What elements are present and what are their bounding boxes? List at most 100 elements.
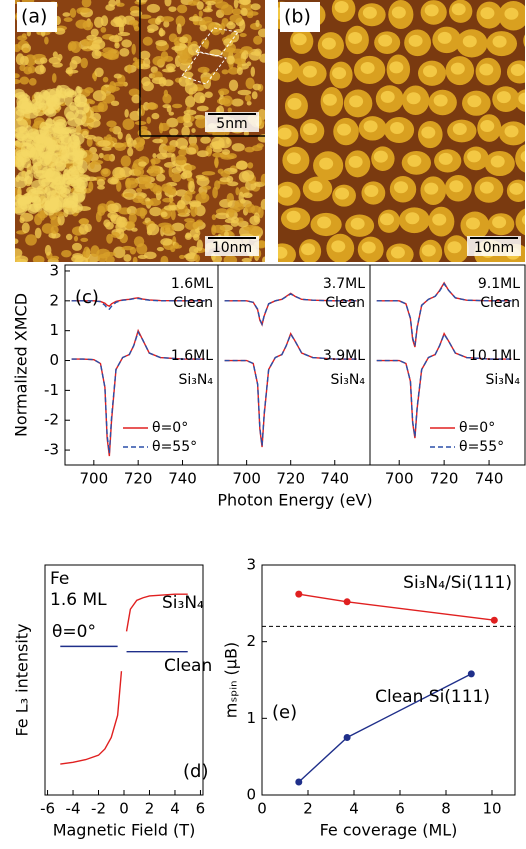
texture	[138, 14, 152, 19]
cell	[350, 217, 365, 230]
texture	[181, 125, 190, 138]
annotation: Clean	[325, 295, 365, 311]
cell	[380, 90, 395, 103]
series-line	[60, 645, 188, 653]
series-line	[376, 282, 512, 346]
texture	[200, 76, 212, 83]
texture	[130, 10, 143, 17]
texture	[100, 168, 111, 177]
texture	[137, 254, 148, 259]
texture	[215, 212, 229, 220]
texture	[44, 36, 49, 45]
texture	[188, 1, 198, 6]
texture	[80, 38, 95, 47]
cell	[467, 95, 482, 108]
texture	[116, 2, 125, 7]
cell	[389, 61, 404, 74]
texture	[160, 16, 174, 23]
cell	[334, 1, 349, 14]
texture	[105, 221, 114, 230]
texture	[152, 153, 157, 159]
texture	[201, 38, 210, 48]
cell	[509, 182, 524, 195]
texture	[139, 50, 151, 60]
texture	[118, 216, 128, 228]
texture	[134, 207, 148, 217]
texture	[171, 103, 183, 109]
texture	[114, 142, 127, 152]
texture	[91, 112, 102, 122]
series-label: Si₃N₄	[162, 593, 204, 613]
texture	[133, 166, 145, 177]
texture	[15, 200, 28, 215]
cell	[319, 157, 334, 170]
annotation: Clean	[480, 295, 520, 311]
texture	[96, 178, 106, 187]
annotation: 1.6ML	[171, 348, 213, 364]
texture	[61, 249, 72, 258]
texture	[146, 116, 152, 124]
texture	[239, 32, 247, 38]
x-tick-label: 700	[232, 470, 261, 488]
texture	[117, 31, 131, 37]
cell	[379, 213, 394, 226]
y-axis-label: mₛₚᵢₙ (μB)	[222, 642, 241, 718]
cell	[480, 120, 495, 133]
cell	[518, 92, 525, 105]
x-tick-label: 6	[395, 800, 405, 818]
texture	[54, 27, 66, 35]
x-tick-label: 6	[196, 800, 206, 818]
texture	[114, 42, 120, 49]
texture	[25, 234, 37, 246]
texture	[176, 23, 182, 35]
texture	[70, 41, 82, 54]
cell	[331, 240, 346, 253]
texture	[194, 254, 201, 262]
texture	[178, 148, 187, 157]
texture	[54, 118, 68, 129]
texture	[233, 0, 239, 9]
texture	[155, 40, 168, 47]
cell	[523, 34, 525, 47]
texture	[100, 26, 107, 33]
texture	[15, 73, 20, 79]
texture	[31, 179, 46, 190]
texture	[245, 77, 255, 90]
texture	[191, 128, 196, 133]
cell	[286, 210, 301, 223]
texture	[123, 254, 132, 262]
plot-frame	[261, 564, 516, 796]
texture	[227, 107, 232, 113]
annotation: Si₃N₄	[486, 372, 521, 388]
cell	[465, 217, 480, 230]
x-tick-label: 740	[320, 470, 349, 488]
texture	[45, 134, 53, 146]
cell	[391, 6, 406, 19]
texture	[240, 7, 248, 17]
texture	[178, 76, 190, 87]
series-line	[298, 593, 495, 621]
series-label: Clean Si(111)	[375, 687, 490, 707]
texture	[184, 191, 193, 202]
texture	[82, 20, 94, 31]
texture	[110, 18, 125, 28]
texture	[50, 255, 60, 261]
texture	[125, 133, 132, 144]
texture	[55, 128, 72, 135]
texture	[183, 113, 191, 124]
texture	[201, 171, 216, 176]
cell	[363, 120, 378, 133]
texture	[168, 6, 177, 13]
texture	[17, 196, 31, 205]
texture	[91, 49, 102, 59]
texture	[227, 67, 239, 75]
texture	[91, 160, 104, 165]
texture	[184, 253, 197, 259]
texture	[19, 64, 26, 72]
texture	[131, 94, 142, 104]
scale-bar-label: 10nm	[212, 240, 252, 256]
texture	[15, 44, 21, 53]
cell	[406, 92, 421, 105]
cell	[278, 127, 292, 140]
cell	[408, 34, 423, 47]
